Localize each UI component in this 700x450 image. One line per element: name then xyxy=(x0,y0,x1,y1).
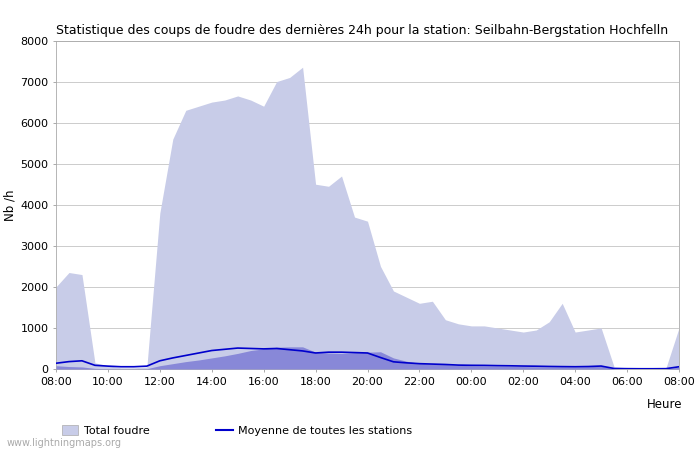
Y-axis label: Nb /h: Nb /h xyxy=(3,189,16,220)
Text: Statistique des coups de foudre des dernières 24h pour la station: Seilbahn-Berg: Statistique des coups de foudre des dern… xyxy=(56,23,668,36)
Text: Heure: Heure xyxy=(647,398,682,411)
Text: www.lightningmaps.org: www.lightningmaps.org xyxy=(7,438,122,448)
